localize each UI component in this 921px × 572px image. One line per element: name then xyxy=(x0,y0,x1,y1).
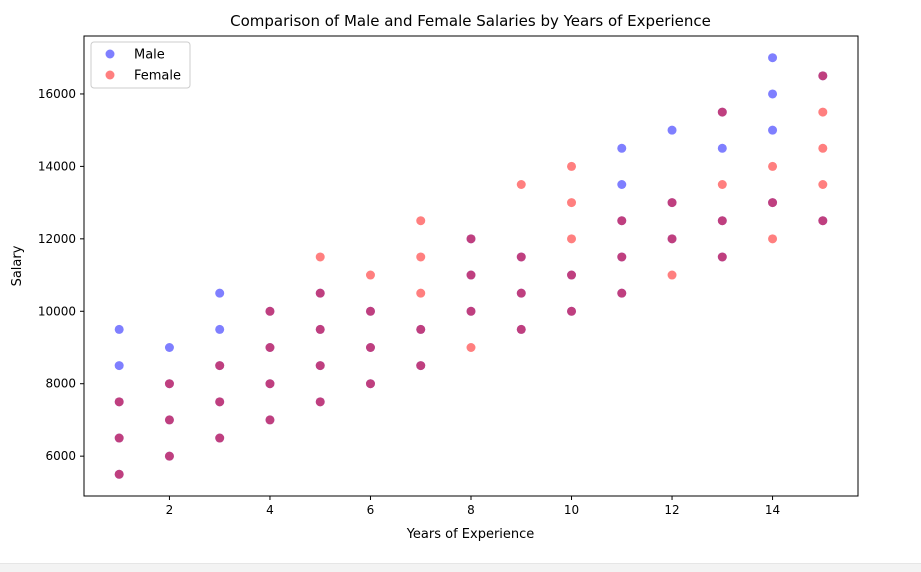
plot-frame xyxy=(83,35,859,497)
data-point xyxy=(818,143,828,153)
data-point xyxy=(365,342,375,352)
data-point xyxy=(164,379,174,389)
data-point xyxy=(164,342,174,352)
data-point xyxy=(114,324,124,334)
data-point xyxy=(768,89,778,99)
data-point xyxy=(667,125,677,135)
data-point xyxy=(315,397,325,407)
data-point xyxy=(315,361,325,371)
data-point xyxy=(567,270,577,280)
data-point xyxy=(818,107,828,117)
data-point xyxy=(617,143,627,153)
data-point xyxy=(567,306,577,316)
x-tick-label: 6 xyxy=(367,503,375,517)
data-point xyxy=(114,469,124,479)
data-point xyxy=(114,361,124,371)
data-point xyxy=(667,270,677,280)
data-point xyxy=(768,161,778,171)
y-tick-label: 14000 xyxy=(38,159,76,173)
data-point xyxy=(315,288,325,298)
series-female xyxy=(114,71,828,479)
data-point xyxy=(416,324,426,334)
y-tick-label: 12000 xyxy=(38,232,76,246)
data-point xyxy=(567,234,577,244)
data-point xyxy=(416,216,426,226)
data-point xyxy=(265,415,275,425)
data-point xyxy=(416,252,426,262)
data-point xyxy=(466,270,476,280)
data-point xyxy=(818,180,828,190)
data-point xyxy=(466,306,476,316)
data-point xyxy=(315,252,325,262)
x-tick-label: 2 xyxy=(166,503,174,517)
data-point xyxy=(667,234,677,244)
y-tick-label: 10000 xyxy=(38,304,76,318)
data-point xyxy=(567,161,577,171)
data-point xyxy=(265,306,275,316)
data-point xyxy=(617,288,627,298)
x-tick-label: 12 xyxy=(664,503,679,517)
data-point xyxy=(466,234,476,244)
data-point xyxy=(416,288,426,298)
legend-marker xyxy=(105,70,115,80)
data-point xyxy=(516,252,526,262)
y-axis-label: Salary xyxy=(10,245,25,286)
data-point xyxy=(265,379,275,389)
data-point xyxy=(516,288,526,298)
data-point xyxy=(516,180,526,190)
data-point xyxy=(164,415,174,425)
chart-title: Comparison of Male and Female Salaries b… xyxy=(230,12,711,30)
legend: Male Female xyxy=(90,41,191,89)
data-points xyxy=(114,53,828,479)
y-tick-label: 8000 xyxy=(45,377,76,391)
x-axis-label: Years of Experience xyxy=(406,527,535,542)
data-point xyxy=(365,306,375,316)
data-point xyxy=(717,252,727,262)
data-point xyxy=(768,125,778,135)
axes: 2 4 6 8 10 12 14 6000 8000 10000 12000 14000 16000 xyxy=(38,35,859,517)
data-point xyxy=(818,71,828,81)
window-bottom-bar xyxy=(0,563,921,572)
data-point xyxy=(215,397,225,407)
data-point xyxy=(516,324,526,334)
data-point xyxy=(365,379,375,389)
data-point xyxy=(818,216,828,226)
data-point xyxy=(717,216,727,226)
data-point xyxy=(717,143,727,153)
data-point xyxy=(717,180,727,190)
y-tick-label: 6000 xyxy=(45,449,76,463)
data-point xyxy=(617,180,627,190)
data-point xyxy=(265,342,275,352)
data-point xyxy=(667,198,677,208)
data-point xyxy=(466,342,476,352)
data-point xyxy=(114,433,124,443)
legend-label: Male xyxy=(134,48,165,63)
data-point xyxy=(768,234,778,244)
data-point xyxy=(717,107,727,117)
data-point xyxy=(416,361,426,371)
x-tick-label: 10 xyxy=(564,503,579,517)
data-point xyxy=(215,288,225,298)
legend-marker xyxy=(105,49,115,59)
data-point xyxy=(215,324,225,334)
y-tick-label: 16000 xyxy=(38,87,76,101)
data-point xyxy=(617,252,627,262)
series-male xyxy=(114,53,828,479)
legend-label: Female xyxy=(134,69,181,84)
legend-box xyxy=(90,41,191,89)
x-tick-label: 4 xyxy=(266,503,274,517)
data-point xyxy=(114,397,124,407)
data-point xyxy=(567,198,577,208)
data-point xyxy=(365,270,375,280)
data-point xyxy=(215,433,225,443)
data-point xyxy=(164,451,174,461)
data-point xyxy=(768,53,778,63)
data-point xyxy=(215,361,225,371)
x-tick-label: 8 xyxy=(467,503,475,517)
data-point xyxy=(617,216,627,226)
data-point xyxy=(315,324,325,334)
data-point xyxy=(768,198,778,208)
x-tick-label: 14 xyxy=(765,503,780,517)
